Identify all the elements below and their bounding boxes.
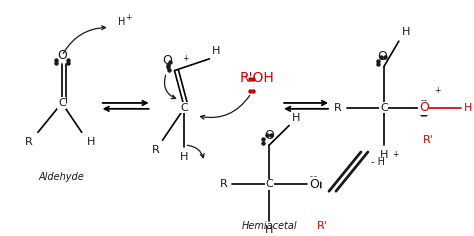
Text: C: C	[265, 179, 273, 189]
Text: R: R	[152, 145, 160, 155]
Text: H: H	[118, 17, 125, 27]
Text: R: R	[334, 103, 342, 113]
Text: +: +	[182, 54, 189, 63]
Text: R': R'	[423, 135, 434, 145]
Text: C: C	[58, 98, 66, 108]
Text: H: H	[402, 27, 410, 37]
Text: O: O	[264, 129, 274, 142]
Text: O: O	[163, 54, 173, 67]
Text: O: O	[377, 50, 387, 63]
Text: H: H	[464, 103, 472, 113]
Text: Hemiacetal: Hemiacetal	[241, 221, 297, 231]
Text: H: H	[87, 137, 95, 147]
Text: +: +	[434, 86, 440, 95]
Text: R: R	[25, 137, 33, 147]
Text: R'OH: R'OH	[240, 72, 274, 85]
Text: +: +	[392, 150, 398, 159]
Text: H: H	[180, 152, 189, 162]
Text: H: H	[212, 46, 221, 56]
Text: - H: - H	[371, 157, 385, 167]
Text: O: O	[309, 178, 319, 191]
Text: O: O	[57, 49, 67, 62]
Text: +: +	[126, 13, 132, 22]
Text: H: H	[380, 150, 388, 160]
Text: O: O	[419, 101, 428, 114]
Text: C: C	[181, 103, 188, 113]
Text: R': R'	[317, 221, 328, 231]
Text: C: C	[380, 103, 388, 113]
Text: H: H	[292, 113, 301, 122]
Text: R: R	[219, 179, 228, 189]
Text: Aldehyde: Aldehyde	[39, 172, 85, 181]
Text: H: H	[265, 224, 273, 235]
